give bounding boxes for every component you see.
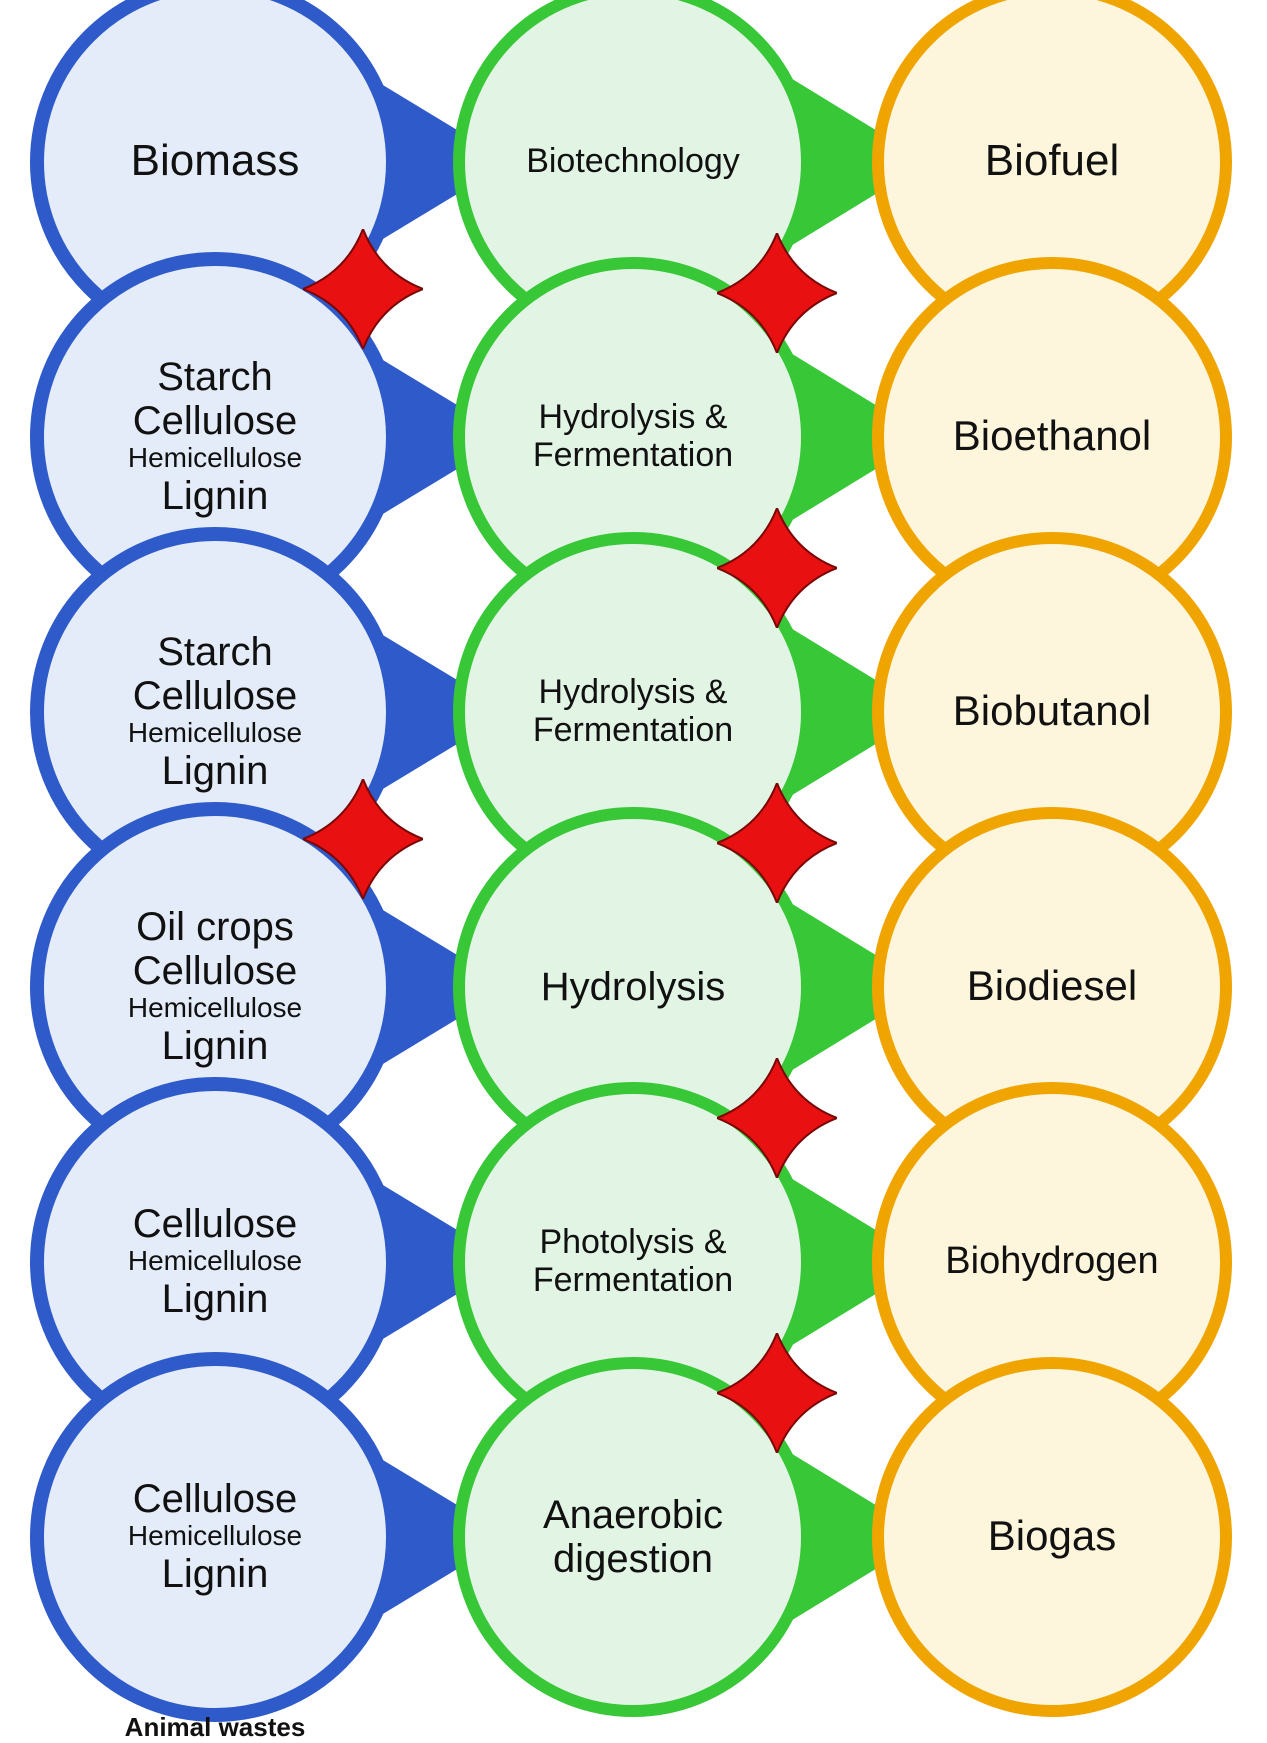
process-text: Hydrolysis & Fermentation	[533, 674, 733, 749]
biofuel-text: Bioethanol	[953, 413, 1152, 459]
biomass-biofuel-diagram: BiomassBiotechnologyBiofuelStarchCellulo…	[0, 0, 1267, 1720]
biomass-text: Lignin	[162, 1024, 269, 1068]
biomass-text: Starch	[157, 630, 273, 674]
biomass-text: Lignin	[162, 1552, 269, 1596]
biofuel-text: Biogas	[988, 1513, 1116, 1559]
biomass-text: Cellulose	[133, 399, 298, 443]
process-text: Hydrolysis & Fermentation	[533, 399, 733, 474]
process-node: Anaerobic digestion	[453, 1357, 813, 1717]
process-text: Biotechnology	[526, 143, 740, 180]
biomass-text: Starch	[157, 355, 273, 399]
biomass-text: Hemicellulose	[128, 718, 302, 749]
process-text: Anaerobic digestion	[543, 1493, 723, 1581]
biomass-text: Lignin	[162, 1277, 269, 1321]
biomass-text: Lignin	[162, 749, 269, 793]
biofuel-text: Biohydrogen	[945, 1241, 1158, 1283]
biomass-text: Oil crops	[136, 905, 294, 949]
biomass-text: Hemicellulose	[128, 993, 302, 1024]
biomass-text: Hemicellulose	[128, 443, 302, 474]
biomass-text: Cellulose	[133, 1202, 298, 1246]
biomass-footer: Animal wastes	[30, 1712, 400, 1743]
biomass-text: Biomass	[131, 137, 300, 185]
biomass-text: Lignin	[162, 474, 269, 518]
biomass-node: CelluloseHemicelluloseLignin	[30, 1352, 400, 1722]
biofuel-text: Biofuel	[985, 137, 1120, 185]
biomass-text: Hemicellulose	[128, 1246, 302, 1277]
biomass-text: Cellulose	[133, 949, 298, 993]
biofuel-node: Biogas	[872, 1357, 1232, 1717]
process-text: Hydrolysis	[541, 965, 725, 1009]
biomass-text: Cellulose	[133, 674, 298, 718]
biofuel-text: Biobutanol	[953, 688, 1152, 734]
biomass-text: Hemicellulose	[128, 1521, 302, 1552]
biomass-text: Cellulose	[133, 1477, 298, 1521]
biofuel-text: Biodiesel	[967, 963, 1137, 1009]
process-text: Photolysis & Fermentation	[533, 1224, 733, 1299]
